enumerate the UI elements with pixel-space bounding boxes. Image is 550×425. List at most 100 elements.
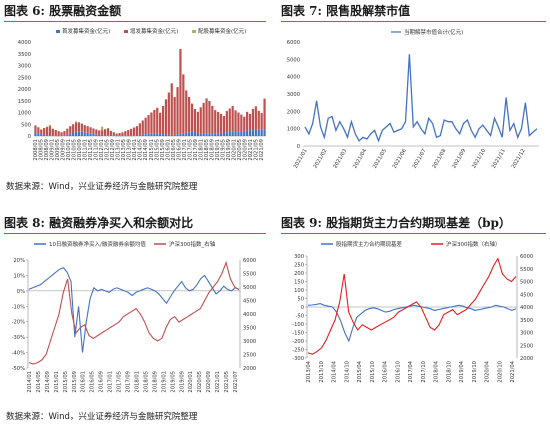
fig6-bar xyxy=(34,132,37,136)
fig6-bar xyxy=(40,134,43,136)
fig6-bar xyxy=(83,132,86,136)
fig6-xtick: 2020/01 xyxy=(232,139,238,161)
fig6-xtick: 2009/05 xyxy=(55,139,61,161)
fig6-bar xyxy=(83,125,86,133)
fig6-bar xyxy=(106,135,110,136)
fig6-title: 图表 6: 股票融资金额 xyxy=(4,4,122,18)
fig8-xtick: 2017/09 xyxy=(126,371,132,393)
fig6-bar xyxy=(112,132,115,136)
fig6-xtick: 2017/09 xyxy=(193,139,199,161)
fig8-xtick: 2015/09 xyxy=(72,371,78,393)
fig6-bar xyxy=(176,134,179,136)
fig9-ytick-left: 300 xyxy=(294,254,304,260)
fig8-ytick-right: 4000 xyxy=(243,312,256,318)
fig6-bar xyxy=(156,107,159,134)
fig7-ytick: 1000 xyxy=(287,127,300,133)
fig6-xtick: 2016/05 xyxy=(171,139,177,161)
source-note-bottom: 数据来源：Wind，兴业证券经济与金融研究院整理 xyxy=(6,412,198,422)
fig8-ytick-left: -30% xyxy=(12,335,25,341)
fig6-bar xyxy=(228,132,231,136)
fig7-xtick: 2021/07 xyxy=(412,148,428,170)
fig6-bar xyxy=(45,135,49,136)
fig9-ytick-right: 3500 xyxy=(520,318,533,324)
fig9-ytick-left: -100 xyxy=(292,322,304,328)
fig6-bar xyxy=(219,113,223,133)
fig6-xtick: 2015/09 xyxy=(160,139,166,161)
fig6-bar xyxy=(37,127,40,134)
fig6-xtick: 2008/09 xyxy=(44,139,50,161)
fig9-xtick: 2013/04 xyxy=(306,360,312,382)
fig6-bar xyxy=(95,129,98,135)
fig6-xtick: 2017/01 xyxy=(182,139,188,161)
fig8-xtick: 2015/01 xyxy=(54,371,60,393)
fig6-bar xyxy=(37,133,40,136)
fig8-series-line xyxy=(28,267,240,353)
fig6-bar xyxy=(193,132,197,136)
fig6-bar xyxy=(185,90,188,133)
fig6-bar xyxy=(77,131,81,136)
fig6-bar xyxy=(237,131,240,136)
fig6-bar xyxy=(34,125,37,133)
fig6-bar xyxy=(170,83,173,136)
fig6-xtick: 2020/05 xyxy=(237,139,243,161)
fig6-bar xyxy=(80,131,83,136)
fig6-bar xyxy=(211,105,214,135)
fig6-bar xyxy=(202,102,205,134)
fig6-ytick: 1500 xyxy=(18,99,31,105)
fig6-xtick: 2018/05 xyxy=(204,139,210,161)
fig6-bar xyxy=(74,121,78,123)
fig6-bar xyxy=(74,131,78,136)
fig6-bar xyxy=(263,129,266,136)
fig6-xtick: 2015/01 xyxy=(149,139,155,161)
fig8-xtick: 2017/01 xyxy=(108,371,114,393)
fig8-xtick: 2021/07 xyxy=(233,371,239,393)
fig6-xtick: 2017/05 xyxy=(187,139,193,161)
fig6-bar xyxy=(231,105,234,132)
fig6-bar xyxy=(234,110,237,132)
fig6-bar xyxy=(132,127,136,136)
fig8-ytick-right: 2000 xyxy=(243,366,256,372)
fig7-rule xyxy=(281,21,546,22)
fig6-bar xyxy=(161,134,165,136)
fig6-bar xyxy=(193,108,197,133)
fig6-bar xyxy=(77,122,81,132)
fig6-bar xyxy=(208,100,211,134)
fig6-legend-swatch xyxy=(124,30,128,33)
fig6-xtick: 2018/09 xyxy=(210,139,216,161)
fig6-bar xyxy=(72,124,75,133)
fig6-bar xyxy=(138,135,141,136)
fig6-xtick: 2013/01 xyxy=(116,139,122,161)
fig6-bar xyxy=(141,120,144,135)
fig9-xtick: 2015/04 xyxy=(357,360,363,382)
fig6-xtick: 2016/01 xyxy=(165,139,171,161)
fig7-ytick: 2000 xyxy=(287,109,300,115)
fig6-xtick: 2019/09 xyxy=(226,139,232,161)
fig7-xtick: 2021/01 xyxy=(293,148,309,170)
fig8-ytick-left: -10% xyxy=(12,304,25,310)
fig6-xtick: 2014/01 xyxy=(132,139,138,161)
fig6-xtick: 2019/01 xyxy=(215,139,221,161)
fig6-bar xyxy=(86,132,89,136)
fig7-xtick: 2021/12 xyxy=(511,148,527,170)
fig6-legend-label: 首发募集资金(亿元) xyxy=(62,27,110,35)
fig6-bar xyxy=(48,124,52,127)
fig6-ytick: 500 xyxy=(21,122,31,128)
fig6-xtick: 2021/01 xyxy=(248,139,254,161)
fig8-xtick: 2018/09 xyxy=(152,371,158,393)
fig6-bar xyxy=(69,126,72,134)
fig6-chart: 首发募集资金(亿元) 增发募集资金(亿元) 配股募集资金(亿元) 0 500 1000 15… xyxy=(18,27,266,161)
fig6-xtick: 2009/09 xyxy=(60,139,66,161)
fig8-xtick: 2020/05 xyxy=(197,371,203,393)
fig9-legend-label: 股指期货主力合约期现基差 xyxy=(336,240,403,248)
fig8-ytick-right: 3000 xyxy=(243,339,256,345)
fig6-bar xyxy=(246,130,249,136)
fig6-xtick: 2011/05 xyxy=(88,139,94,161)
fig7-ytick: 5000 xyxy=(287,57,300,63)
fig8-xtick: 2018/01 xyxy=(134,371,140,393)
fig9-ytick-left: -200 xyxy=(292,339,304,345)
fig6-bar xyxy=(222,116,226,133)
fig6-bar xyxy=(199,133,202,136)
fig7-xtick: 2021/11 xyxy=(491,148,507,170)
fig8-ytick-left: -40% xyxy=(12,351,25,357)
fig6-bar xyxy=(89,127,92,134)
